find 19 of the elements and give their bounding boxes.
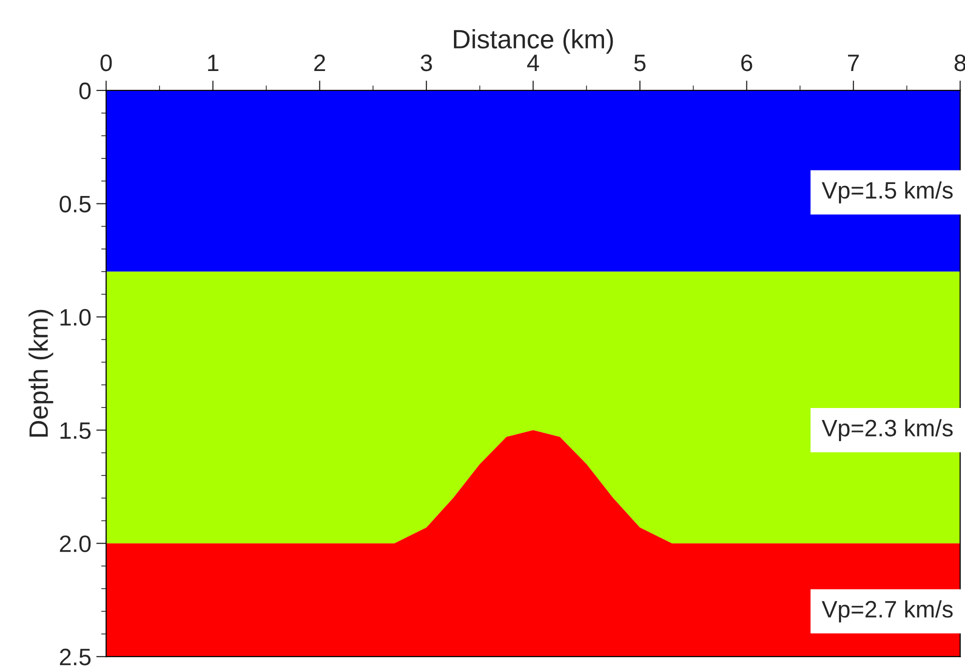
annotation: Vp=2.7 km/s <box>822 600 953 622</box>
x-tick-label: 0 <box>100 54 112 72</box>
x-tick-label: 4 <box>527 54 540 71</box>
x-tick-label: 7 <box>848 54 859 71</box>
y-tick-label: 2.5 <box>60 648 91 666</box>
y-axis-title: Depth (km) <box>28 310 54 437</box>
x-tick-label: 3 <box>420 54 432 72</box>
annotation: Vp=1.5 km/s <box>822 181 953 204</box>
y-tick-label: 0 <box>79 82 91 100</box>
y-tick-label: 1.5 <box>60 422 91 439</box>
y-tick-label: 0.5 <box>60 196 91 212</box>
x-tick-label: 6 <box>741 54 752 72</box>
y-tick-label: 2.0 <box>60 535 91 552</box>
x-tick-label: 5 <box>634 54 646 72</box>
x-tick-label: 2 <box>314 54 326 71</box>
annotation: Vp=2.3 km/s <box>822 419 953 442</box>
x-tick-label: 1 <box>208 54 218 71</box>
x-axis-title: Distance (km) <box>454 29 613 54</box>
y-tick-label: 1.0 <box>60 308 91 326</box>
